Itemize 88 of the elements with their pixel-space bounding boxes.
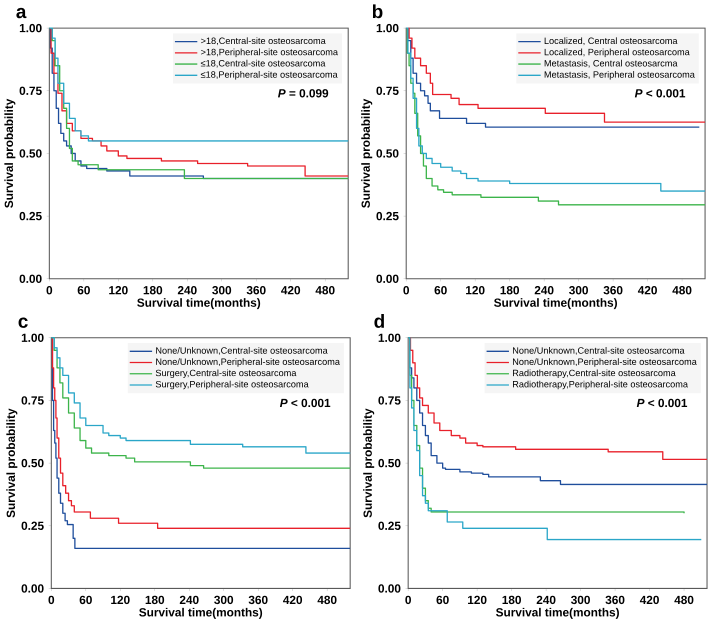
- y-tick-label: 0.25: [22, 522, 44, 530]
- x-tick-label: 300: [214, 596, 234, 604]
- y-tick-label: 0.25: [378, 522, 401, 530]
- x-tick-label: 120: [468, 596, 486, 604]
- annotation: P < 0.001: [280, 398, 330, 408]
- y-axis-title: Survival probability: [361, 98, 372, 208]
- y-tick-label: 1.00: [376, 24, 398, 32]
- x-axis-title: Survival time(months): [494, 298, 617, 310]
- x-tick-label: 180: [502, 596, 521, 604]
- legend-label: None/Unknown,Central-site osteosarcoma: [512, 346, 685, 355]
- y-tick-label: 0.50: [376, 149, 398, 158]
- x-tick-label: 240: [180, 596, 199, 604]
- x-tick-label: 300: [571, 596, 590, 604]
- x-tick-label: 420: [281, 286, 300, 294]
- x-tick-label: 420: [283, 596, 302, 604]
- x-tick-label: 360: [604, 286, 622, 294]
- x-tick-label: 0: [46, 286, 52, 294]
- y-tick-label: 1.00: [378, 333, 400, 342]
- legend-label: ≤18,Central-site osteosarcoma: [200, 60, 326, 68]
- legend-label: Localized, Peripheral osteosarcoma: [544, 48, 690, 58]
- x-tick-label: 60: [80, 596, 92, 604]
- x-tick-label: 240: [534, 286, 554, 294]
- annotation: P < 0.001: [636, 398, 688, 408]
- x-tick-label: 300: [212, 286, 232, 294]
- x-tick-label: 420: [638, 286, 657, 294]
- x-tick-label: 120: [109, 286, 128, 294]
- x-tick-label: 180: [144, 286, 162, 294]
- y-tick-label: 0.00: [20, 274, 42, 283]
- legend-label: Surgery,Peripheral-site osteosarcoma: [156, 380, 309, 390]
- x-tick-label: 120: [111, 596, 130, 604]
- annotation: P = 0.099: [278, 89, 328, 98]
- x-tick-label: 480: [672, 286, 692, 294]
- chart-title: b: [372, 4, 382, 18]
- y-tick-label: 1.00: [22, 333, 44, 342]
- x-tick-label: 0: [403, 286, 410, 294]
- legend-label: Metastasis, Peripheral osteosarcoma: [544, 70, 695, 80]
- y-axis-title: Survival probability: [363, 408, 374, 518]
- x-tick-label: 480: [318, 596, 337, 604]
- y-tick-label: 0.75: [20, 86, 42, 95]
- y-tick-label: 0.25: [20, 212, 42, 220]
- x-tick-label: 360: [606, 596, 624, 604]
- x-axis-title: Survival time(months): [137, 298, 260, 310]
- y-axis-title: Survival probability: [6, 408, 18, 518]
- y-tick-label: 0.75: [22, 396, 44, 405]
- x-tick-label: 240: [178, 286, 197, 294]
- x-tick-label: 60: [78, 286, 90, 294]
- legend-label: Radiotherapy,Central-site osteosarcoma: [512, 369, 676, 378]
- annotation: P < 0.001: [634, 89, 686, 98]
- legend-label: None/Unknown,Central-site osteosarcoma: [156, 346, 328, 355]
- y-tick-label: 0.00: [22, 584, 44, 593]
- x-axis-title: Survival time(months): [496, 608, 619, 619]
- x-tick-label: 0: [405, 596, 411, 604]
- legend-label: Localized, Central osteosarcoma: [544, 37, 678, 46]
- legend-label: Radiotherapy,Peripheral-site osteosarcoma: [512, 380, 688, 390]
- x-tick-label: 300: [569, 286, 588, 294]
- y-tick-label: 0.75: [376, 86, 399, 95]
- chart-title: a: [16, 8, 26, 18]
- legend-label: ≤18,Peripheral-site osteosarcoma: [200, 70, 338, 80]
- legend-label: None/Unknown,Peripheral-site osteosarcoma: [156, 358, 340, 367]
- y-tick-label: 0.00: [378, 584, 400, 593]
- y-tick-label: 0.50: [20, 149, 42, 158]
- y-tick-label: 0.25: [376, 212, 399, 220]
- x-tick-label: 120: [466, 286, 485, 294]
- y-axis-title: Survival probability: [4, 98, 16, 208]
- chart-title: c: [18, 317, 28, 328]
- y-tick-label: 0.75: [378, 396, 401, 405]
- x-tick-label: 180: [146, 596, 164, 604]
- x-tick-label: 480: [674, 596, 694, 604]
- y-tick-label: 0.50: [378, 458, 400, 468]
- legend-label: >18,Peripheral-site osteosarcoma: [201, 48, 338, 58]
- x-tick-label: 480: [316, 286, 335, 294]
- x-tick-label: 0: [48, 596, 54, 604]
- x-tick-label: 240: [536, 596, 556, 604]
- legend-label: Surgery,Central-site osteosarcoma: [156, 369, 296, 378]
- x-tick-label: 180: [500, 286, 520, 294]
- legend-label: Metastasis, Central osteosarcma: [544, 60, 678, 68]
- chart-title: d: [374, 314, 384, 328]
- y-tick-label: 1.00: [20, 24, 42, 32]
- y-tick-label: 0.00: [376, 274, 398, 283]
- x-tick-label: 60: [436, 596, 449, 604]
- x-tick-label: 360: [248, 596, 268, 604]
- x-axis-title: Survival time(months): [139, 608, 262, 619]
- x-tick-label: 360: [246, 286, 266, 294]
- legend-label: >18,Central-site osteosarcoma: [201, 37, 326, 46]
- y-tick-label: 0.50: [22, 458, 44, 468]
- legend-label: None/Unknown,Peripheral-site osteosarcoma: [512, 358, 697, 367]
- x-tick-label: 420: [640, 596, 659, 604]
- x-tick-label: 60: [434, 286, 447, 294]
